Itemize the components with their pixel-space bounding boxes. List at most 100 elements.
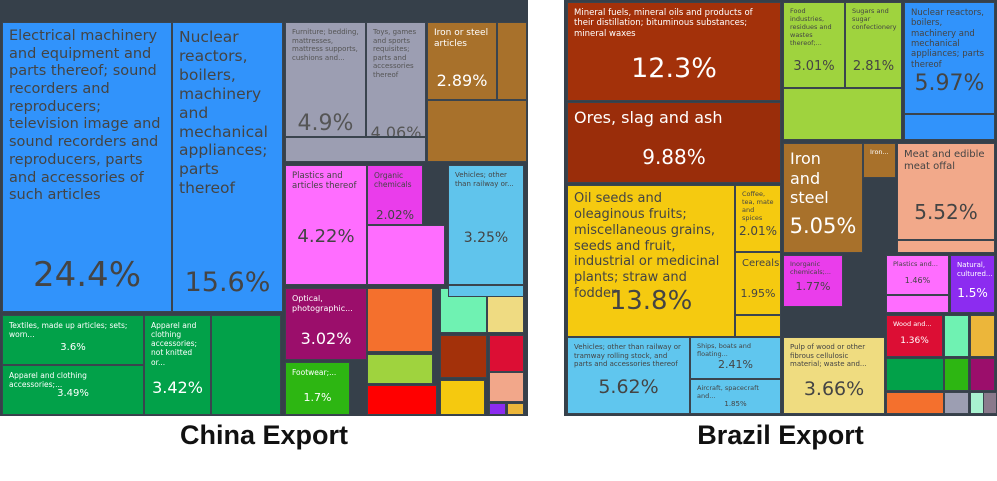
tile-value: 5.52% (914, 200, 978, 224)
tile-label: Nuclear reactors, boilers, machinery and… (179, 28, 268, 198)
tile-value: 3.49% (57, 388, 89, 399)
brazil-tile: Vehicles; other than railway or tramway … (567, 337, 690, 414)
tile-value: 1.5% (957, 286, 988, 300)
tile-value: 2.02% (375, 208, 415, 222)
tile-value: 9.88% (642, 145, 706, 169)
tile-label: Plastics and articles thereof (292, 171, 357, 192)
tile-label: Furniture; bedding, mattresses, mattress… (292, 28, 359, 62)
tile-label: Coffee, tea, mate and spices (742, 190, 774, 222)
tile-value: 3.66% (803, 378, 865, 400)
tile-value: 3.01% (793, 59, 835, 74)
brazil-tile (783, 88, 902, 140)
brazil-tile (944, 392, 969, 414)
china-tile (285, 137, 426, 162)
tile-label: Plastics and... (893, 260, 938, 268)
china-tile: Footwear;... 1.7% (285, 362, 350, 415)
brazil-tile (970, 315, 995, 357)
brazil-tile: Wood and... 1.36% (886, 315, 943, 357)
china-tile: Apparel and clothing accessories; not kn… (144, 315, 211, 415)
china-tile (440, 335, 487, 378)
tile-label: Organic chemicals (374, 171, 412, 190)
china-tile: Plastics and articles thereof 4.22% (285, 165, 367, 285)
brazil-tile (886, 358, 944, 391)
tile-label: Apparel and clothing accessories; not kn… (151, 321, 198, 367)
tile-label: Meat and edible meat offal (904, 149, 985, 173)
china-tile (211, 315, 281, 415)
tile-label: Cereals (742, 258, 780, 269)
tile-label: Natural, cultured... (957, 261, 993, 278)
china-tile: Nuclear reactors, boilers, machinery and… (172, 22, 283, 312)
tile-label: Nuclear reactors, boilers, machinery and… (911, 8, 985, 70)
tile-label: Electrical machinery and equipment and p… (9, 28, 161, 204)
tile-value: 2.41% (718, 358, 753, 371)
china-tile (440, 380, 485, 415)
china-tile (367, 225, 445, 285)
brazil-tile: Natural, cultured... 1.5% (950, 255, 995, 313)
tile-label: Vehicles; other than railway or... (455, 171, 514, 188)
china-tile: Electrical machinery and equipment and p… (2, 22, 172, 312)
tile-label: Textiles, made up articles; sets; worn..… (9, 321, 128, 340)
brazil-tile: Iron and steel 5.05% (783, 143, 863, 253)
tile-label: Ships, boats and floating... (697, 342, 752, 358)
tile-value: 1.85% (724, 400, 747, 408)
brazil-tile (944, 358, 969, 391)
tile-value: 1.36% (900, 336, 929, 346)
tile-value: 3.6% (60, 342, 86, 353)
brazil-tile (983, 392, 997, 414)
tile-value: 13.8% (609, 286, 693, 316)
tile-label: Toys, games and sports requisites; parts… (373, 28, 417, 79)
china-tile: Iron or steel articles 2.89% (427, 22, 497, 100)
china-title: China Export (179, 420, 348, 450)
tile-label: Iron and steel (790, 149, 829, 208)
tile-label: Inorganic chemicals;... (790, 260, 831, 276)
brazil-tile (886, 295, 949, 313)
tile-value: 15.6% (184, 267, 271, 298)
tile-label: Apparel and clothing accessories;... (9, 371, 87, 390)
tile-value: 3.02% (300, 329, 352, 348)
brazil-tile (886, 392, 944, 414)
brazil-tile (970, 392, 984, 414)
tile-value: 1.46% (904, 276, 931, 285)
brazil-tile (970, 358, 995, 391)
brazil-tile: Inorganic chemicals;... 1.77% (783, 255, 843, 307)
brazil-tile (944, 315, 969, 357)
tile-value: 4.06% (370, 123, 422, 137)
tile-label: Oil seeds and oleaginous fruits; miscell… (574, 191, 720, 302)
tile-value: 1.7% (303, 391, 332, 404)
china-tile (448, 285, 524, 297)
tile-label: Sugars and sugar confectionery (852, 7, 897, 31)
tile-value: 3.25% (463, 230, 509, 246)
brazil-tile: Ships, boats and floating... 2.41% (690, 337, 781, 379)
china-tile: Textiles, made up articles; sets; worn..… (2, 315, 144, 365)
brazil-tile (897, 240, 995, 253)
china-tile (507, 403, 524, 415)
china-tile (489, 335, 524, 372)
tile-value: 3.42% (152, 378, 203, 397)
tile-value: 5.05% (789, 214, 857, 238)
tile-label: Vehicles; other than railway or tramway … (574, 343, 681, 369)
tile-label: Optical, photographic... (292, 294, 353, 313)
tile-value: 2.81% (852, 59, 895, 74)
tile-value: 1.95% (740, 287, 776, 300)
tile-value: 5.62% (598, 376, 659, 398)
china-tile (367, 288, 433, 352)
china-tile (489, 372, 524, 402)
tile-value: 5.97% (914, 71, 985, 96)
brazil-tile: Oil seeds and oleaginous fruits; miscell… (567, 185, 735, 337)
tile-label: Mineral fuels, mineral oils and products… (574, 8, 753, 39)
china-tile (427, 100, 527, 162)
brazil-tile: Iron... (863, 143, 896, 178)
brazil-tile: Ores, slag and ash 9.88% (567, 102, 781, 183)
china-tile: Vehicles; other than railway or... 3.25% (448, 165, 524, 285)
china-tile (367, 354, 433, 384)
china-tile: Apparel and clothing accessories;... 3.49… (2, 365, 144, 415)
brazil-tile: Pulp of wood or other fibrous cellulosic… (783, 337, 885, 414)
china-tile: Organic chemicals 2.02% (367, 165, 423, 225)
china-tile (489, 403, 506, 415)
tile-label: Ores, slag and ash (574, 108, 723, 127)
tile-value: 4.9% (297, 111, 354, 136)
brazil-title: Brazil Export (697, 420, 864, 450)
tile-label: Wood and... (893, 320, 932, 328)
china-tile: Toys, games and sports requisites; parts… (366, 22, 426, 137)
tile-label: Iron... (870, 148, 889, 156)
